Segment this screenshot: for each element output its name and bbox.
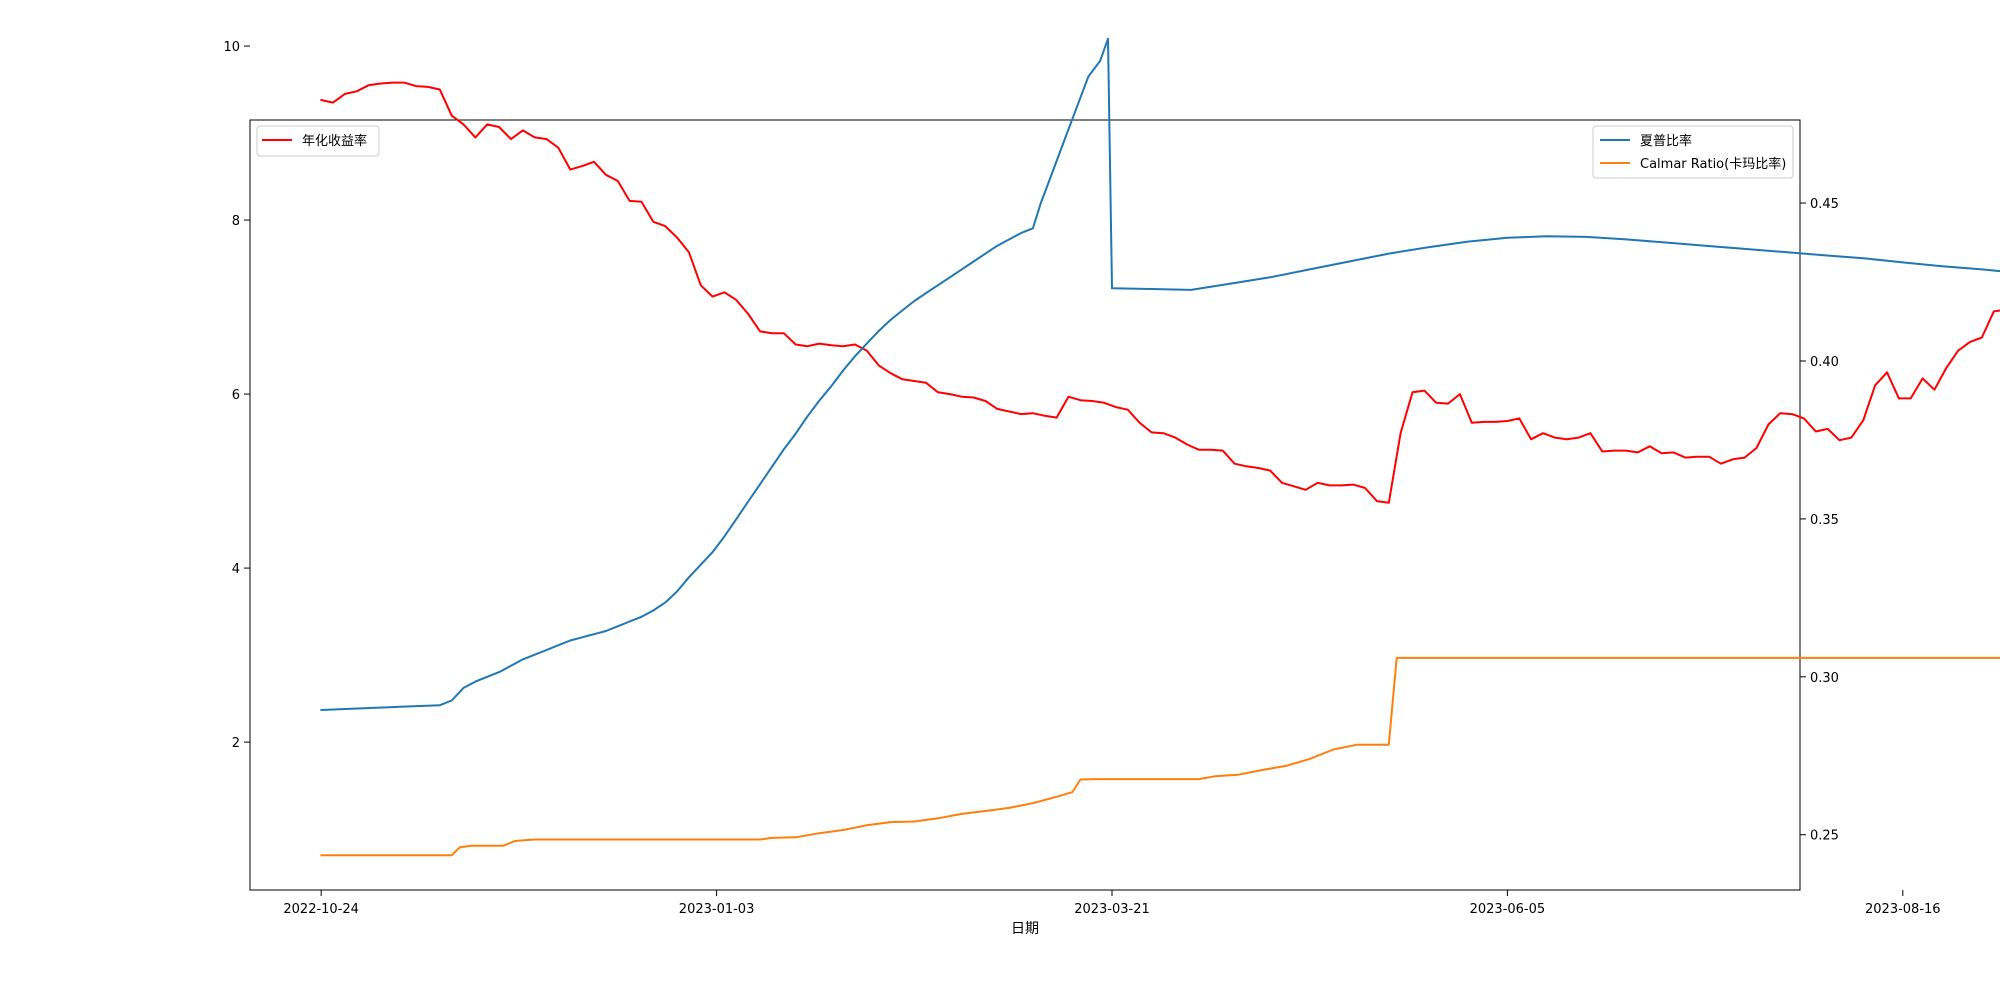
y-left-tick-label-0: 2 (232, 736, 240, 751)
y-left-tick-label-4: 10 (223, 40, 240, 55)
x-axis-label: 日期 (1011, 921, 1039, 937)
y-left-tick-label-3: 8 (232, 214, 240, 229)
legend-left: 年化收益率 (257, 126, 379, 156)
legend-right-label-sharpe: 夏普比率 (1640, 133, 1692, 149)
x-tick-label-2: 2023-03-21 (1074, 902, 1150, 917)
y-left-tick-label-1: 4 (232, 562, 240, 577)
y-right-tick-label-0: 0.25 (1810, 829, 1839, 844)
y-right-tick-label-1: 0.30 (1810, 671, 1839, 686)
x-tick-label-4: 2023-08-16 (1865, 902, 1941, 917)
x-tick-label-3: 2023-06-05 (1470, 902, 1546, 917)
legend-left-label-return: 年化收益率 (302, 133, 367, 149)
legend-right: 夏普比率 Calmar Ratio(卡玛比率) (1593, 126, 1793, 178)
y-left-tick-label-2: 6 (232, 388, 240, 403)
x-tick-label-0: 2022-10-24 (283, 902, 359, 917)
x-tick-label-1: 2023-01-03 (679, 902, 755, 917)
y-right-tick-label-2: 0.35 (1810, 513, 1839, 528)
y-right-tick-label-4: 0.45 (1810, 197, 1839, 212)
legend-right-label-calmar: Calmar Ratio(卡玛比率) (1640, 156, 1786, 172)
y-right-tick-label-3: 0.40 (1810, 355, 1839, 370)
